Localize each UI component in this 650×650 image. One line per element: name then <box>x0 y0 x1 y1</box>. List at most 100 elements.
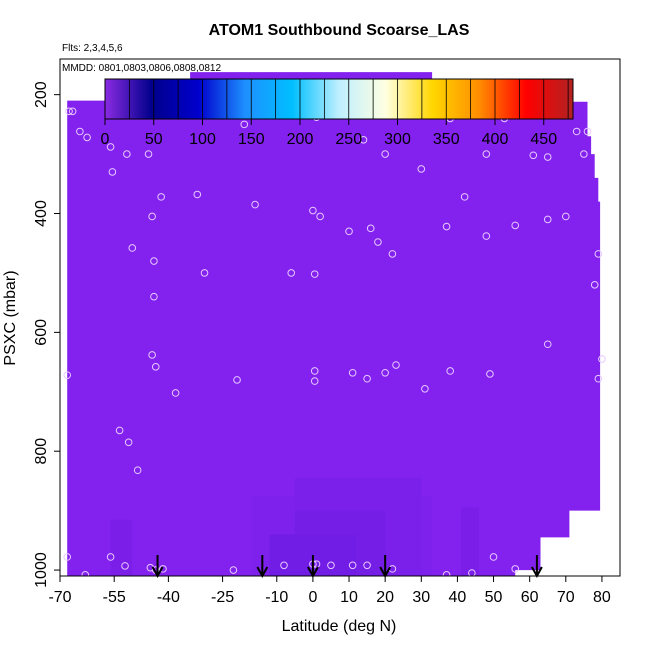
data-point <box>148 351 156 359</box>
data-point <box>65 107 73 116</box>
y-tick-label: 1000 <box>33 552 50 588</box>
x-tick-label: -10 <box>265 589 288 606</box>
data-point <box>159 565 167 573</box>
data-point <box>446 367 454 375</box>
data-point <box>388 250 397 258</box>
data-point <box>572 127 581 136</box>
data-point <box>144 150 153 158</box>
colorbar-tick-label: 400 <box>482 131 509 148</box>
data-point <box>511 221 520 230</box>
data-point <box>76 127 84 136</box>
data-point <box>327 561 335 570</box>
chart-title: ATOM1 Southbound Scoarse_LAS <box>209 22 470 39</box>
data-point <box>200 269 209 277</box>
colorbar-tick-label: 250 <box>335 131 362 148</box>
data-point <box>363 374 371 383</box>
data-point <box>121 562 129 570</box>
data-point <box>594 250 603 258</box>
data-point <box>287 269 296 277</box>
data-point <box>381 368 389 377</box>
flights-label: Flts: 2,3,4,5,6 <box>62 43 123 54</box>
x-tick-label: 10 <box>340 589 358 606</box>
data-point <box>128 244 137 252</box>
data-point <box>133 466 142 475</box>
x-tick-label: 60 <box>521 589 539 606</box>
x-axis-label: Latitude (deg N) <box>282 618 397 635</box>
data-point <box>157 193 165 201</box>
data-point <box>374 238 382 246</box>
data-point <box>543 153 552 161</box>
x-tick-label: 70 <box>557 589 575 606</box>
x-tick-label: -40 <box>157 589 180 606</box>
data-point <box>309 206 317 215</box>
data-point <box>251 200 259 209</box>
data-point <box>442 222 451 231</box>
data-point <box>108 168 117 176</box>
data-point <box>106 143 115 151</box>
data-point <box>580 150 588 158</box>
heatmap-field <box>67 72 601 576</box>
colorbar: 0 50 100 150 200 250 300 350 400 450 <box>101 78 574 148</box>
data-point <box>442 571 451 576</box>
data-point <box>598 355 606 363</box>
data-point <box>63 553 72 561</box>
data-point <box>348 368 357 377</box>
mmdd-label: MMDD: 0801,0803,0806,0808,0812 <box>62 63 221 74</box>
data-point <box>366 224 375 233</box>
data-point <box>316 212 324 221</box>
x-tick-label: -70 <box>48 589 71 606</box>
data-point <box>345 227 353 236</box>
data-point <box>150 257 158 265</box>
data-point <box>543 340 552 349</box>
x-tick-label: 50 <box>485 589 503 606</box>
y-tick-label: 800 <box>33 438 50 465</box>
data-point <box>171 389 180 397</box>
colorbar-tick-label: 200 <box>287 131 314 148</box>
data-point <box>63 371 72 379</box>
data-point <box>421 385 429 393</box>
data-point <box>363 561 371 570</box>
data-point <box>310 367 319 375</box>
data-point <box>280 561 288 570</box>
y-tick-label: 600 <box>33 319 50 346</box>
data-point <box>460 193 469 201</box>
x-tick-label: -25 <box>211 589 234 606</box>
data-point <box>359 136 368 144</box>
field-region <box>67 72 601 576</box>
data-point <box>583 127 592 136</box>
data-point <box>392 361 400 369</box>
data-point <box>123 150 131 158</box>
data-point <box>240 120 249 129</box>
plot-frame <box>59 58 621 577</box>
colorbar-tick-label: 450 <box>530 131 557 148</box>
data-point <box>468 569 476 576</box>
data-point <box>81 571 90 576</box>
data-point <box>489 553 498 561</box>
data-point <box>310 377 319 385</box>
colorbar-ticks: 0 50 100 150 200 250 300 350 400 450 <box>101 119 557 148</box>
colorbar-tick-label: 100 <box>189 131 216 148</box>
colorbar-bar <box>104 78 574 120</box>
colorbar-tick-label: 350 <box>433 131 460 148</box>
observation-points <box>63 78 606 576</box>
y-axis-label: PSXC (mbar) <box>2 270 19 365</box>
y-tick-label: 200 <box>33 81 50 108</box>
colorbar-segments <box>104 78 574 120</box>
colorbar-tick-label: 50 <box>145 131 163 148</box>
data-point <box>115 426 124 435</box>
data-point <box>562 212 570 221</box>
data-point <box>106 553 115 561</box>
data-point <box>151 363 160 371</box>
colorbar-tick-label: 150 <box>238 131 265 148</box>
data-point <box>83 133 91 142</box>
data-point <box>68 107 77 116</box>
x-tick-label: 40 <box>449 589 467 606</box>
x-tick-label: -55 <box>103 589 126 606</box>
data-point <box>486 370 494 378</box>
x-axis: -70 -55 -40 -25 -10 0 10 20 30 40 50 60 70 80 <box>48 576 611 606</box>
y-tick-label: 400 <box>33 200 50 227</box>
data-point <box>417 165 426 173</box>
data-point <box>193 190 202 199</box>
heatmap-cell <box>461 507 480 576</box>
